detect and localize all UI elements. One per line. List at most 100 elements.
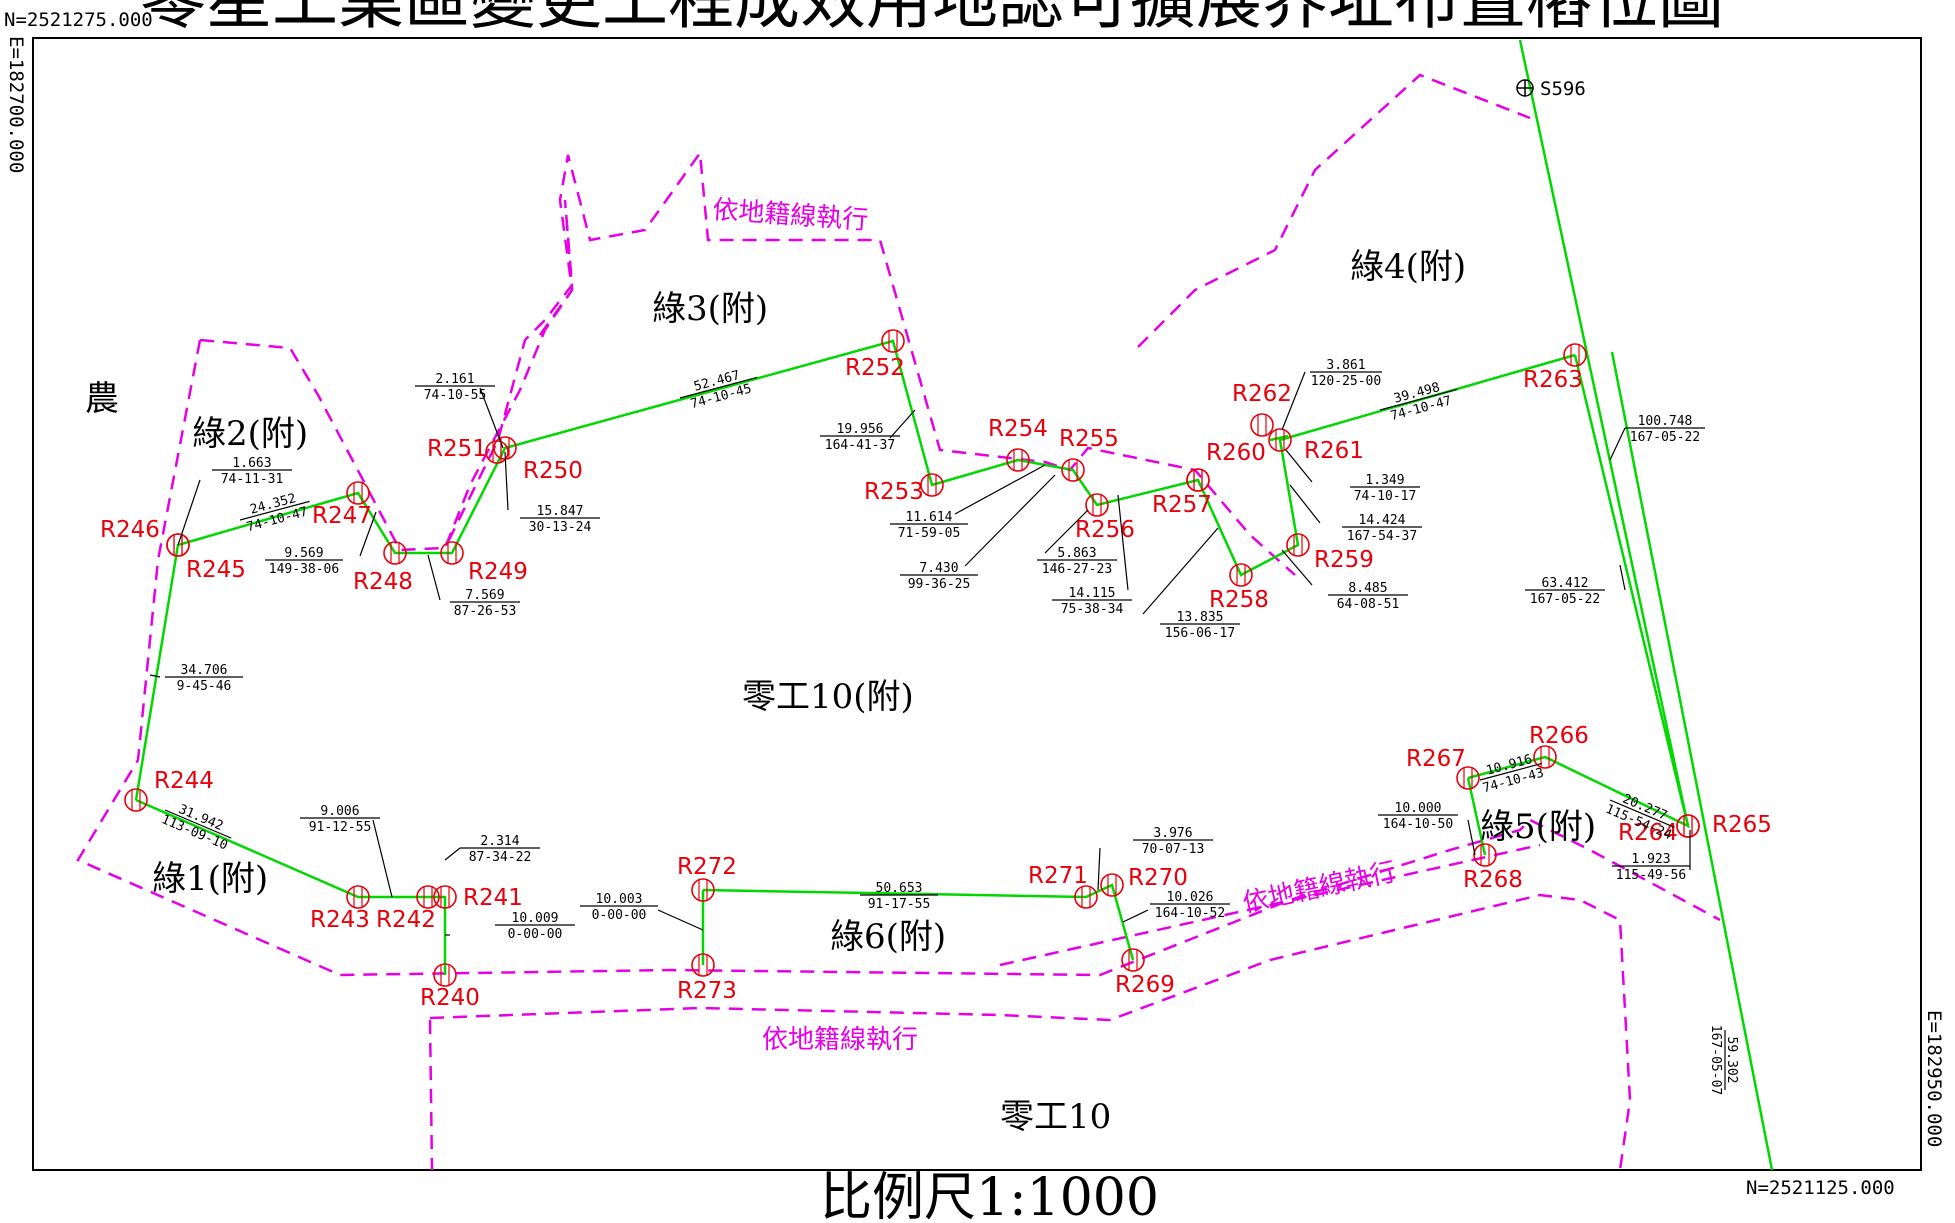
zone-labels: 農 綠1(附) 綠2(附) 綠3(附) 綠4(附) 綠5(附) 綠6(附) 零工… (85, 247, 1596, 1137)
station-marker-icon (1229, 563, 1253, 587)
bearing-label: 9-45-46 (177, 679, 232, 694)
station-marker-icon (1250, 413, 1274, 437)
distance-label: 10.026 (1167, 890, 1214, 905)
station-marker-icon (1085, 493, 1109, 517)
station-label: R263 (1523, 367, 1583, 393)
bearing-label: 99-36-25 (908, 577, 971, 592)
station-label: R249 (468, 559, 528, 585)
distance-label: 14.115 (1069, 586, 1116, 601)
bearing-label: 64-08-51 (1337, 597, 1400, 612)
zone-green6: 綠6(附) (830, 917, 946, 957)
bearing-label: 70-07-13 (1142, 842, 1205, 857)
zone-green3: 綠3(附) (652, 289, 768, 329)
station-r272: R272 (677, 854, 737, 902)
station-label: R258 (1209, 587, 1269, 613)
bearing-label: 74-10-17 (1354, 489, 1417, 504)
bearing-label: 164-41-37 (825, 438, 895, 453)
distance-label: 3.976 (1153, 826, 1192, 841)
cadastral-lines (76, 73, 1721, 1171)
frame-east-right: E=182950.000 (1923, 1010, 1945, 1147)
station-label: R244 (154, 768, 214, 794)
station-label: R259 (1314, 547, 1374, 573)
station-r242: R242 (376, 885, 440, 933)
page-title: 零星工業區變更工程成效用地認可擴展界址布置樁位圖 (140, 0, 1724, 38)
station-marker-icon (1268, 428, 1292, 452)
station-label: R270 (1128, 865, 1188, 891)
station-r251: R251 (427, 436, 509, 464)
bearing-label: 74-10-55 (424, 388, 487, 403)
distance-label: 7.569 (465, 588, 504, 603)
zone-ind10: 零工10 (1000, 1097, 1111, 1137)
note-cadastral-3: 依地籍線執行 (762, 1025, 918, 1055)
bearing-label: 167-05-07 (1708, 1025, 1723, 1095)
distance-label: 19.956 (837, 422, 884, 437)
station-r250: R250 (493, 436, 583, 484)
station-marker-icon (691, 878, 715, 902)
note-cadastral-2: 依地籍線執行 (1240, 857, 1399, 919)
bearing-label: 71-59-05 (898, 526, 961, 541)
benchmark-label: S596 (1540, 78, 1586, 100)
bearing-label: 156-06-17 (1165, 626, 1235, 641)
station-marker-icon (1533, 745, 1557, 769)
station-label: R267 (1406, 746, 1466, 772)
station-r249: R249 (440, 541, 528, 585)
station-r273: R273 (677, 953, 737, 1004)
station-label: R248 (353, 569, 413, 595)
distance-label: 1.349 (1365, 473, 1404, 488)
station-marker-icon (691, 953, 715, 977)
zone-green5: 綠5(附) (1480, 807, 1596, 847)
station-marker-icon (1061, 458, 1085, 482)
bearing-label: 91-12-55 (309, 820, 372, 835)
station-marker-icon (346, 481, 370, 505)
station-r248: R248 (353, 541, 413, 595)
station-r268: R268 (1463, 843, 1523, 893)
bearing-label: 75-38-34 (1061, 602, 1124, 617)
note-cadastral-1: 依地籍線執行 (712, 195, 870, 236)
bearing-label: 87-26-53 (454, 604, 517, 619)
station-r261: R261 (1268, 428, 1364, 464)
station-marker-icon (416, 885, 440, 909)
bearing-label: 167-05-22 (1530, 592, 1600, 607)
distance-label: 15.847 (537, 504, 584, 519)
station-r247: R247 (312, 481, 372, 529)
bearing-label: 115-49-56 (1616, 868, 1686, 883)
station-label: R257 (1152, 492, 1212, 518)
station-label: R261 (1304, 438, 1364, 464)
station-r254: R254 (988, 416, 1048, 472)
distance-label: 9.569 (284, 546, 323, 561)
station-r265: R265 (1676, 812, 1772, 838)
station-label: R266 (1529, 723, 1589, 749)
bearing-label: 30-13-24 (529, 520, 592, 535)
map-frame (32, 37, 1922, 1171)
bearing-label: 74-11-31 (221, 472, 284, 487)
station-label: R247 (312, 503, 372, 529)
distance-label: 2.161 (435, 372, 474, 387)
zone-ind10-annex: 零工10(附) (742, 677, 914, 717)
bearing-label: 91-17-55 (868, 897, 931, 912)
distance-label: 10.009 (512, 911, 559, 926)
station-label: R250 (523, 458, 583, 484)
station-r244: R244 (124, 768, 214, 812)
station-label: R265 (1712, 812, 1772, 838)
distance-label: 13.835 (1177, 610, 1224, 625)
station-marker-icon (1074, 885, 1098, 909)
distance-label: 11.614 (906, 510, 953, 525)
